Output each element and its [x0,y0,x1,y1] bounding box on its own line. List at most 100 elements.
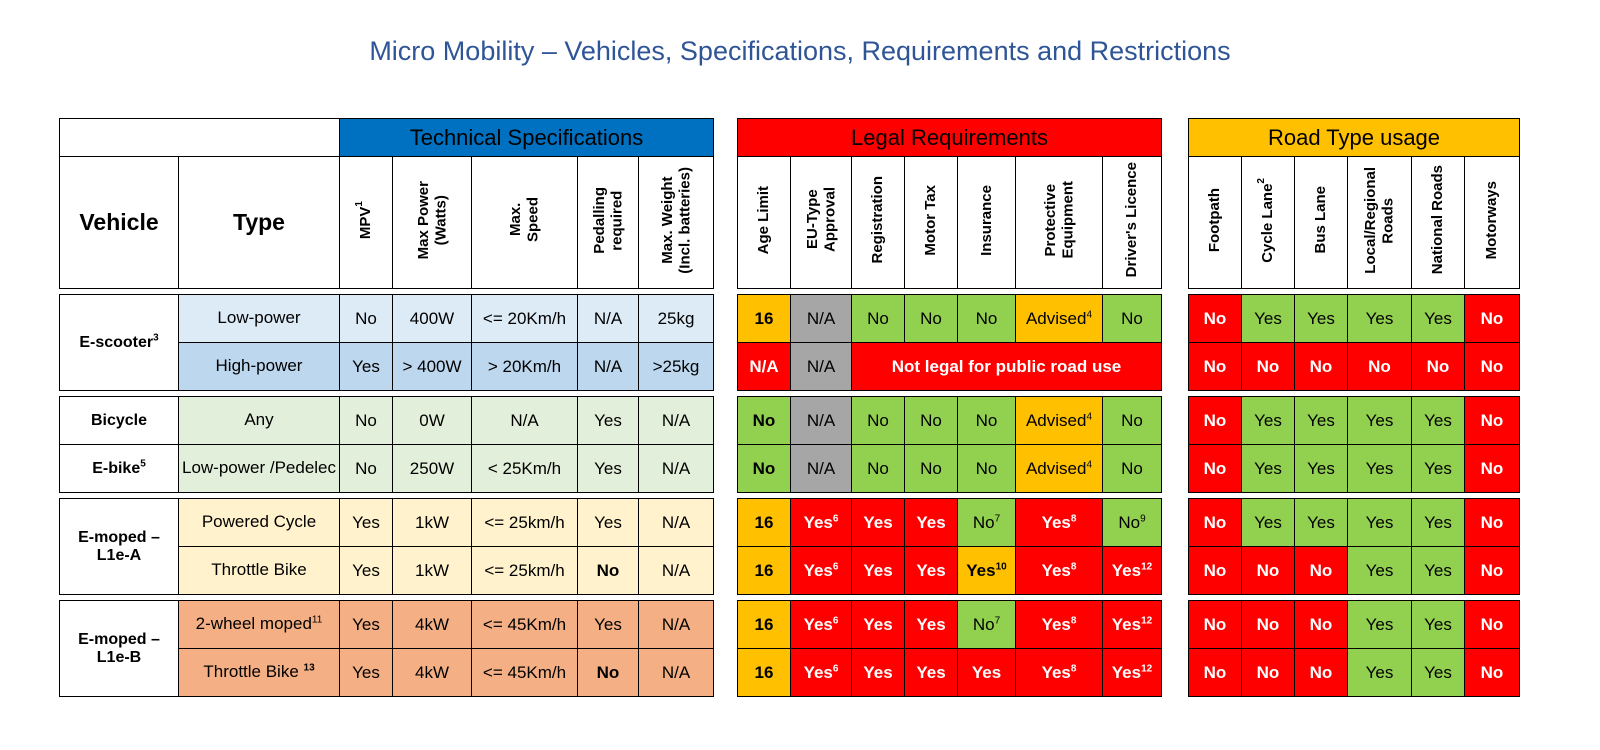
insurance-cell: No [957,294,1016,343]
max-speed-cell: <= 45Km/h [471,648,578,697]
eu-type-approval-cell: Yes6 [790,546,852,595]
age-limit-cell: 16 [737,546,791,595]
micro-mobility-table: Technical Specifications Legal Requireme… [59,118,1520,697]
motorways-cell: No [1464,648,1520,697]
max-power-cell: 4kW [392,648,472,697]
motor-tax-cell: Yes [904,498,958,547]
eu-type-approval-cell: N/A [790,396,852,445]
footpath-cell: No [1188,498,1242,547]
max-weight-cell: N/A [638,648,714,697]
motor-tax-cell: Yes [904,546,958,595]
page-title: Micro Mobility – Vehicles, Specification… [369,36,1231,66]
eu-type-approval-cell: N/A [790,342,852,391]
motor-tax-column-header: Motor Tax [904,156,958,289]
not-legal-notice: Not legal for public road use [851,342,1162,391]
column-gap [713,118,738,157]
drivers-licence-column-header: Driver's Licence [1102,156,1162,289]
footpath-cell: No [1188,444,1242,493]
cycle-lane-cell: Yes [1241,396,1295,445]
mpv-cell: Yes [339,498,393,547]
bus-lane-cell: Yes [1294,396,1348,445]
technical-specifications-header: Technical Specifications [339,118,714,157]
age-limit-cell: N/A [737,342,791,391]
cycle-lane-column-header: Cycle Lane2 [1241,156,1295,289]
max-speed-cell: <= 45Km/h [471,600,578,649]
max-power-cell: 0W [392,396,472,445]
pedalling-cell: Yes [577,396,639,445]
motorways-cell: No [1464,444,1520,493]
pedalling-cell: Yes [577,498,639,547]
type-cell: Throttle Bike 13 [178,648,340,697]
drivers-licence-cell: No [1102,396,1162,445]
legal-requirements-header: Legal Requirements [737,118,1162,157]
protective-equipment-cell: Yes8 [1015,600,1103,649]
registration-column-header: Registration [851,156,905,289]
mpv-cell: Yes [339,600,393,649]
motorways-cell: No [1464,600,1520,649]
mpv-cell: Yes [339,342,393,391]
type-cell: High-power [178,342,340,391]
protective-equipment-cell: Yes8 [1015,498,1103,547]
vehicle-cell-bicycle: Bicycle [59,396,179,445]
age-limit-cell: 16 [737,498,791,547]
local-roads-cell: Yes [1347,396,1412,445]
insurance-cell: No7 [957,600,1016,649]
column-gap [1161,118,1189,157]
age-limit-cell: 16 [737,600,791,649]
footpath-cell: No [1188,600,1242,649]
max-speed-cell: <= 25km/h [471,546,578,595]
protective-equipment-cell: Yes8 [1015,648,1103,697]
max-power-cell: 250W [392,444,472,493]
age-limit-cell: 16 [737,294,791,343]
drivers-licence-cell: Yes12 [1102,600,1162,649]
national-roads-cell: Yes [1411,648,1465,697]
national-roads-cell: Yes [1411,600,1465,649]
insurance-cell: Yes [957,648,1016,697]
cycle-lane-cell: No [1241,648,1295,697]
max-speed-cell: <= 20Km/h [471,294,578,343]
column-gap [713,156,738,289]
eu-type-approval-column-header: EU-Type Approval [790,156,852,289]
eu-type-approval-cell: N/A [790,444,852,493]
pedalling-cell: No [577,546,639,595]
protective-equipment-column-header: Protective Equipment [1015,156,1103,289]
pedalling-cell: Yes [577,444,639,493]
footpath-column-header: Footpath [1188,156,1242,289]
protective-equipment-cell: Advised4 [1015,396,1103,445]
motorways-column-header: Motorways [1464,156,1520,289]
protective-equipment-cell: Advised4 [1015,444,1103,493]
type-cell: Throttle Bike [178,546,340,595]
national-roads-cell: Yes [1411,294,1465,343]
motor-tax-cell: Yes [904,600,958,649]
local-roads-cell: Yes [1347,444,1412,493]
max-weight-cell: >25kg [638,342,714,391]
protective-equipment-cell: Yes8 [1015,546,1103,595]
table-row: Bicycle Any No 0W N/A Yes N/A No N/A No … [59,396,1520,445]
vehicle-cell-ebike: E-bike5 [59,444,179,493]
vehicle-cell-emoped-l1e-a: E-moped – L1e-A [59,498,179,595]
registration-cell: No [851,396,905,445]
insurance-cell: No7 [957,498,1016,547]
table-row: High-power Yes > 400W > 20Km/h N/A >25kg… [60,342,1520,391]
bus-lane-cell: Yes [1294,498,1348,547]
max-weight-cell: N/A [638,600,714,649]
age-limit-cell: 16 [737,648,791,697]
eu-type-approval-cell: Yes6 [790,498,852,547]
national-roads-cell: Yes [1411,546,1465,595]
drivers-licence-cell: Yes12 [1102,546,1162,595]
registration-cell: Yes [851,546,905,595]
age-limit-cell: No [737,444,791,493]
insurance-cell: No [957,444,1016,493]
local-roads-cell: Yes [1347,498,1412,547]
max-speed-cell: > 20Km/h [471,342,578,391]
column-gap [1161,156,1189,289]
pedalling-column-header: Pedalling required [577,156,639,289]
age-limit-column-header: Age Limit [737,156,791,289]
max-weight-cell: N/A [638,498,714,547]
cycle-lane-cell: Yes [1241,444,1295,493]
registration-cell: No [851,444,905,493]
footpath-cell: No [1188,546,1242,595]
bus-lane-cell: No [1294,648,1348,697]
max-speed-cell: <= 25km/h [471,498,578,547]
local-roads-cell: Yes [1347,294,1412,343]
